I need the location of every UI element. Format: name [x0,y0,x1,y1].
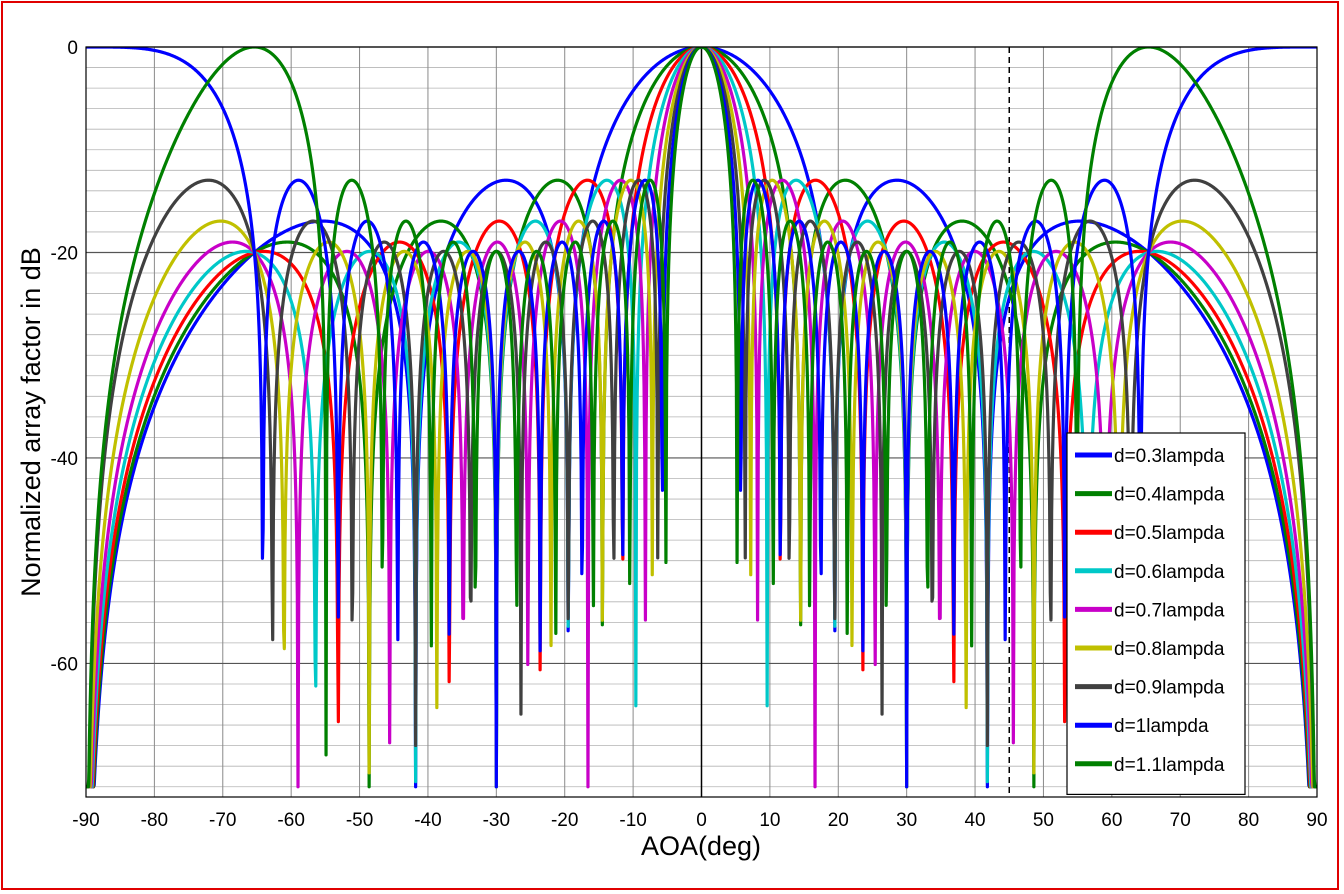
series-line-2 [86,47,1317,789]
x-tick-label: 10 [759,810,780,831]
x-tick-label: -50 [346,810,373,831]
x-tick-label: -80 [141,810,168,831]
plot-border [85,46,1318,798]
legend-label: d=0.8lampda [1114,639,1225,660]
x-tick-label: 90 [1306,810,1327,831]
x-axis-label: AOA(deg) [641,831,761,861]
series-line-5 [86,47,1317,789]
series-layer [86,47,1317,789]
x-tick-label: -70 [209,810,236,831]
legend: d=0.3lampda d=0.4lampda d=0.5lampda d=0.6la… [1066,432,1246,795]
x-tick-labels: -90 -80 -70 -60 -50 -40 -30 -20 -10 0 10 20 30 40 50 60… [72,810,1327,831]
legend-label: d=0.4lampda [1114,485,1225,506]
x-tick-label: 50 [1033,810,1054,831]
x-tick-label: -30 [483,810,510,831]
x-tick-label: 0 [696,810,707,831]
y-tick-label: 0 [67,38,78,59]
x-tick-label: 30 [896,810,917,831]
series-line-1 [86,47,1317,789]
y-tick-label: -40 [51,449,78,470]
legend-label: d=0.3lampda [1114,446,1225,467]
x-tick-label: -60 [277,810,304,831]
series-line-8 [86,47,1317,789]
y-tick-labels: 0 -20 -40 -60 [51,38,78,675]
legend-label: d=1.1lampda [1114,755,1225,776]
x-tick-label: 70 [1170,810,1191,831]
y-tick-label: -20 [51,243,78,264]
y-axis-label: Normalized array factor in dB [16,247,46,597]
legend-label: d=1lampda [1114,716,1209,737]
legend-label: d=0.5lampda [1114,523,1225,544]
y-tick-label: -60 [51,654,78,675]
x-tick-label: 80 [1238,810,1259,831]
series-line-4 [86,47,1317,789]
x-tick-label: -20 [551,810,578,831]
x-tick-label: 20 [828,810,849,831]
series-line-6 [86,47,1317,789]
legend-label: d=0.6lampda [1114,562,1225,583]
series-line-7 [86,47,1317,789]
legend-label: d=0.7lampda [1114,600,1225,621]
x-tick-label: -10 [619,810,646,831]
x-tick-label: -90 [72,810,99,831]
x-tick-label: 40 [964,810,985,831]
x-tick-label: -40 [414,810,441,831]
legend-label: d=0.9lampda [1114,678,1225,699]
x-tick-label: 60 [1101,810,1122,831]
series-line-9 [86,47,1317,789]
